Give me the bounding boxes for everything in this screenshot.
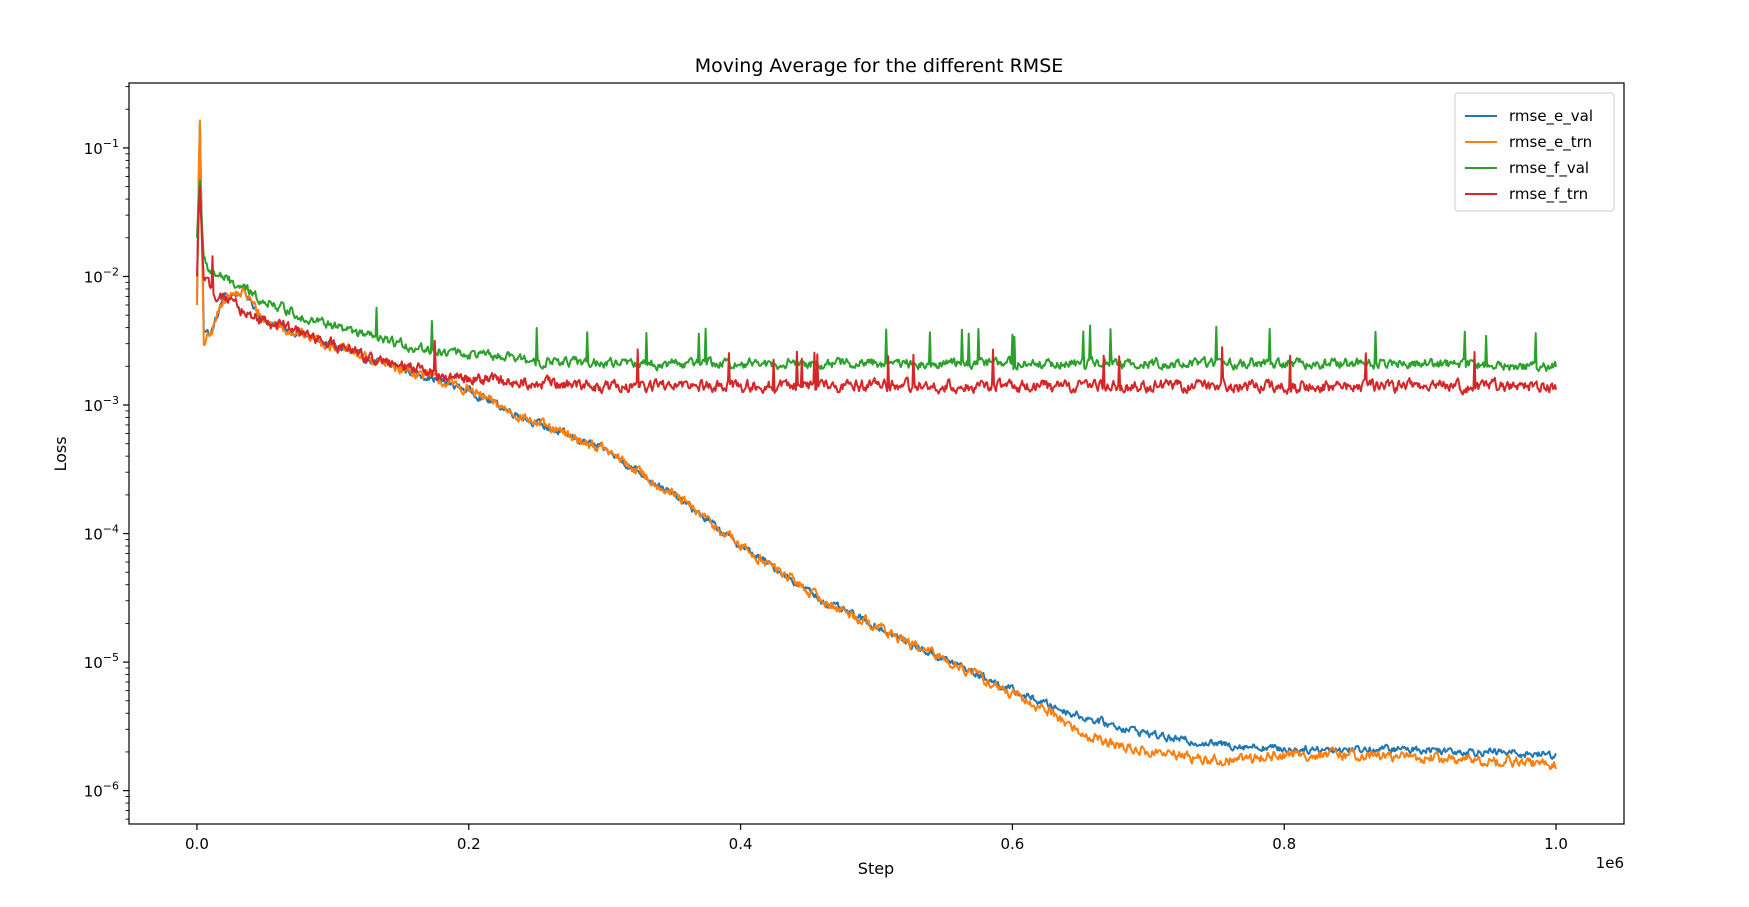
legend: rmse_e_val rmse_e_trn rmse_f_val rmse_f_trn: [1454, 92, 1615, 212]
y-tick-label: 10−2: [84, 265, 119, 286]
plot-frame: [128, 82, 1625, 825]
series-line-rmse-f-val: [196, 179, 1557, 373]
plot-area: [128, 82, 1625, 825]
y-tick-label: 10−1: [84, 137, 119, 158]
y-tick-label: 10−6: [84, 780, 119, 801]
legend-label-rmse-e-trn: rmse_e_trn: [1509, 133, 1592, 152]
x-axis-label: Step: [858, 859, 894, 878]
x-axis-offset-text: 1e6: [1596, 854, 1624, 872]
series-layer: [196, 119, 1557, 771]
legend-box: [1454, 92, 1615, 212]
chart-title: Moving Average for the different RMSE: [695, 55, 1064, 77]
x-tick-label: 0.6: [1000, 835, 1024, 853]
y-tick-label: 10−4: [84, 523, 119, 544]
x-tick-label: 1.0: [1544, 835, 1568, 853]
x-tick-label: 0.2: [457, 835, 481, 853]
series-line-rmse-e-trn: [196, 119, 1557, 771]
legend-label-rmse-f-val: rmse_f_val: [1509, 159, 1589, 178]
y-axis-label: Loss: [51, 436, 70, 471]
y-tick-label: 10−5: [84, 651, 119, 672]
y-axis: 10−1 10−2 10−3 10−4 10−5 10−6: [84, 86, 129, 820]
y-tick-label: 10−3: [84, 394, 119, 415]
x-tick-label: 0.8: [1272, 835, 1296, 853]
series-line-rmse-f-trn: [196, 185, 1557, 396]
legend-label-rmse-e-val: rmse_e_val: [1509, 107, 1593, 126]
x-tick-label: 0.0: [185, 835, 209, 853]
x-tick-label: 0.4: [729, 835, 753, 853]
legend-label-rmse-f-trn: rmse_f_trn: [1509, 185, 1588, 204]
x-axis: 0.0 0.2 0.4 0.6 0.8 1.0: [185, 824, 1568, 853]
